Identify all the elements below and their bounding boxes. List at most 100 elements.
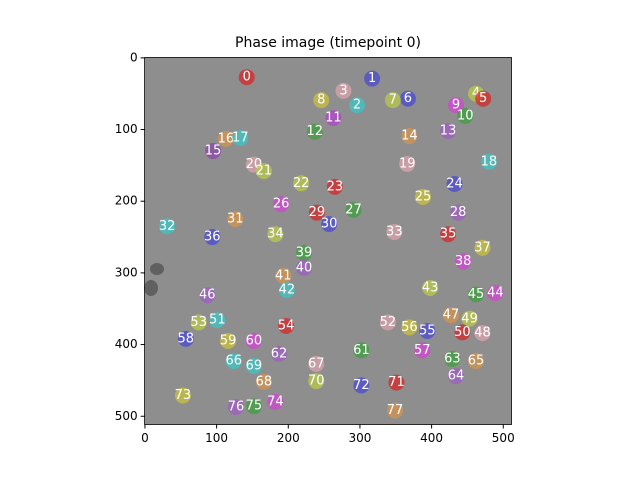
cell-marker [468, 286, 485, 303]
cell-label: 9 [452, 98, 460, 113]
cell-marker [349, 97, 366, 114]
cell-marker [278, 282, 295, 299]
cell-label: 70 [308, 374, 325, 389]
cell-label: 75 [246, 399, 263, 414]
x-tick-label: 100 [205, 431, 228, 445]
cell-label: 36 [204, 230, 221, 245]
cell-label: 27 [345, 202, 362, 217]
cell-marker [379, 314, 396, 331]
cell-marker [442, 307, 459, 324]
cell-label: 33 [386, 225, 403, 240]
cell-label: 17 [232, 131, 249, 146]
cell-label: 76 [228, 399, 245, 414]
cell-label: 69 [246, 359, 263, 374]
cell-label: 18 [481, 154, 498, 169]
cell-label: 54 [278, 318, 295, 333]
cell-label: 43 [422, 280, 439, 295]
blob [150, 263, 164, 275]
cell-label: 65 [468, 354, 485, 369]
cell-marker [273, 196, 290, 213]
cell-marker [245, 398, 262, 415]
y-tick-label: 100 [115, 122, 138, 136]
cell-marker [278, 317, 295, 334]
y-tick-label: 400 [115, 337, 138, 351]
cell-marker [474, 325, 491, 342]
cell-marker [220, 332, 237, 349]
cell-label: 16 [218, 131, 235, 146]
cell-marker [177, 330, 194, 347]
cell-marker [174, 387, 191, 404]
cell-label: 25 [415, 189, 432, 204]
y-tick-label: 200 [115, 194, 138, 208]
cell-label: 23 [327, 179, 344, 194]
cell-marker [480, 153, 497, 170]
cell-label: 34 [267, 227, 284, 242]
cell-marker [399, 155, 416, 172]
cell-marker [475, 90, 492, 107]
cell-marker [227, 398, 244, 415]
cell-label: 29 [309, 205, 326, 220]
cell-label: 41 [275, 268, 292, 283]
cell-label: 31 [227, 212, 244, 227]
cell-label: 10 [457, 108, 474, 123]
cell-marker [345, 201, 362, 218]
cell-marker [450, 204, 467, 221]
cell-marker [440, 122, 457, 139]
cell-label: 45 [468, 287, 485, 302]
cell-marker [306, 123, 323, 140]
cell-label: 67 [308, 356, 325, 371]
cell-marker [159, 218, 176, 235]
cell-label: 28 [450, 205, 467, 220]
cell-label: 12 [307, 124, 324, 139]
cell-marker [209, 312, 226, 329]
cell-label: 47 [443, 308, 460, 323]
cell-label: 72 [353, 378, 370, 393]
cell-label: 7 [389, 93, 397, 108]
cell-marker [388, 374, 405, 391]
cell-label: 22 [293, 176, 310, 191]
cell-label: 40 [296, 260, 313, 275]
cell-marker [205, 143, 222, 160]
cell-label: 61 [353, 343, 370, 358]
cell-marker [447, 368, 464, 385]
cell-label: 38 [455, 254, 472, 269]
cell-label: 48 [474, 326, 491, 341]
cell-label: 59 [220, 333, 237, 348]
cell-marker [353, 377, 370, 394]
cell-marker [308, 355, 325, 372]
cell-label: 1 [368, 71, 376, 86]
cell-marker [190, 314, 207, 331]
cell-label: 58 [178, 331, 195, 346]
cell-marker [444, 350, 461, 367]
cell-label: 46 [199, 288, 216, 303]
cell-label: 8 [317, 93, 325, 108]
chart-title: Phase image (timepoint 0) [235, 35, 421, 51]
cell-label: 42 [279, 283, 296, 298]
cell-marker [474, 239, 491, 256]
cell-label: 49 [461, 311, 478, 326]
cell-label: 11 [325, 111, 342, 126]
cell-marker [225, 353, 242, 370]
x-tick-label: 200 [277, 431, 300, 445]
cell-marker [422, 279, 439, 296]
cell-marker [296, 244, 313, 261]
cell-marker [414, 188, 431, 205]
cell-label: 14 [401, 128, 418, 143]
cell-marker [384, 92, 401, 109]
x-tick-label: 400 [420, 431, 443, 445]
cell-marker [455, 253, 472, 270]
cell-label: 66 [226, 354, 243, 369]
cell-marker [386, 224, 403, 241]
cell-marker [238, 69, 255, 86]
cell-label: 53 [190, 315, 207, 330]
y-tick-label: 500 [115, 409, 138, 423]
cell-label: 2 [353, 98, 361, 113]
cell-label: 52 [380, 315, 397, 330]
y-tick-label: 0 [130, 50, 138, 64]
cell-label: 39 [296, 245, 313, 260]
cell-label: 55 [419, 323, 436, 338]
cell-label: 4 [472, 86, 480, 101]
cell-label: 74 [267, 394, 284, 409]
cell-label: 51 [209, 313, 226, 328]
cell-label: 35 [440, 227, 457, 242]
